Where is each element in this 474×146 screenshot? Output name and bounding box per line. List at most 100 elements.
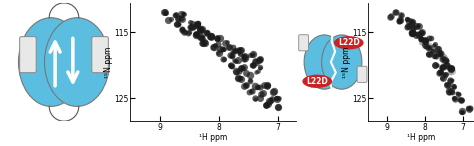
FancyBboxPatch shape	[19, 37, 36, 73]
Point	[434, 48, 442, 51]
Point	[442, 61, 449, 63]
Point	[268, 98, 275, 101]
Point	[438, 58, 446, 60]
Point	[172, 13, 180, 15]
Point	[429, 46, 437, 48]
Point	[248, 64, 256, 66]
Point	[395, 20, 403, 22]
Point	[246, 79, 254, 82]
Point	[247, 90, 255, 92]
Point	[423, 44, 431, 46]
Point	[273, 98, 281, 100]
Point	[440, 73, 448, 75]
Point	[413, 34, 420, 36]
Point	[193, 23, 201, 25]
Point	[228, 54, 236, 57]
Point	[188, 26, 196, 28]
Point	[255, 58, 263, 61]
Point	[428, 50, 436, 52]
Point	[464, 107, 472, 110]
Point	[415, 24, 422, 27]
Point	[246, 79, 254, 81]
Point	[256, 58, 264, 60]
Point	[216, 37, 224, 39]
Point	[438, 77, 446, 79]
Point	[228, 50, 236, 53]
Point	[211, 43, 219, 46]
Point	[458, 111, 466, 113]
Point	[256, 58, 264, 60]
Point	[231, 60, 238, 62]
Point	[408, 32, 415, 34]
Point	[450, 85, 458, 87]
Point	[246, 91, 253, 93]
Point	[236, 49, 243, 51]
Point	[409, 26, 417, 28]
Point	[231, 49, 238, 52]
Point	[403, 25, 411, 28]
Point	[223, 41, 231, 44]
Point	[179, 12, 187, 14]
Point	[443, 59, 450, 61]
Point	[230, 59, 238, 61]
Point	[396, 19, 404, 22]
Point	[250, 53, 257, 55]
Point	[185, 31, 192, 33]
Point	[253, 71, 260, 73]
Point	[264, 83, 272, 86]
Point	[456, 98, 463, 101]
Point	[164, 18, 172, 21]
Point	[421, 40, 429, 42]
Point	[251, 60, 259, 62]
Point	[268, 98, 275, 101]
Point	[454, 93, 462, 95]
Point	[235, 52, 243, 54]
Point	[218, 48, 226, 50]
Point	[228, 64, 235, 66]
Point	[448, 67, 456, 69]
Point	[196, 28, 203, 31]
Point	[457, 111, 465, 113]
Point	[444, 84, 452, 86]
Point	[219, 48, 227, 50]
Point	[196, 36, 204, 39]
Point	[451, 97, 458, 99]
Point	[177, 13, 185, 15]
Point	[444, 66, 452, 68]
Point	[447, 90, 455, 92]
Point	[435, 71, 442, 74]
Point	[208, 36, 215, 38]
Point	[256, 97, 264, 99]
Point	[181, 31, 188, 33]
Point	[439, 57, 447, 60]
Point	[236, 77, 244, 79]
Point	[161, 11, 169, 13]
Point	[256, 67, 264, 69]
Point	[447, 68, 455, 70]
Point	[198, 37, 206, 39]
Point	[196, 29, 203, 31]
Point	[466, 107, 474, 109]
Point	[227, 54, 234, 56]
Point	[443, 64, 450, 67]
Point	[438, 66, 445, 69]
Point	[252, 98, 259, 100]
Point	[252, 84, 259, 87]
Point	[207, 35, 214, 38]
Point	[259, 92, 267, 94]
Point	[442, 61, 450, 64]
Point	[198, 28, 206, 31]
Point	[227, 54, 235, 57]
Point	[448, 79, 456, 81]
Point	[408, 32, 416, 34]
Point	[419, 41, 426, 44]
Point	[242, 55, 249, 58]
Point	[255, 70, 262, 72]
Point	[419, 41, 426, 44]
Point	[219, 58, 227, 60]
Point	[241, 57, 249, 59]
Point	[443, 65, 451, 67]
Point	[396, 20, 403, 22]
Y-axis label: ¹⁵N ppm: ¹⁵N ppm	[342, 46, 351, 78]
Point	[177, 17, 185, 19]
